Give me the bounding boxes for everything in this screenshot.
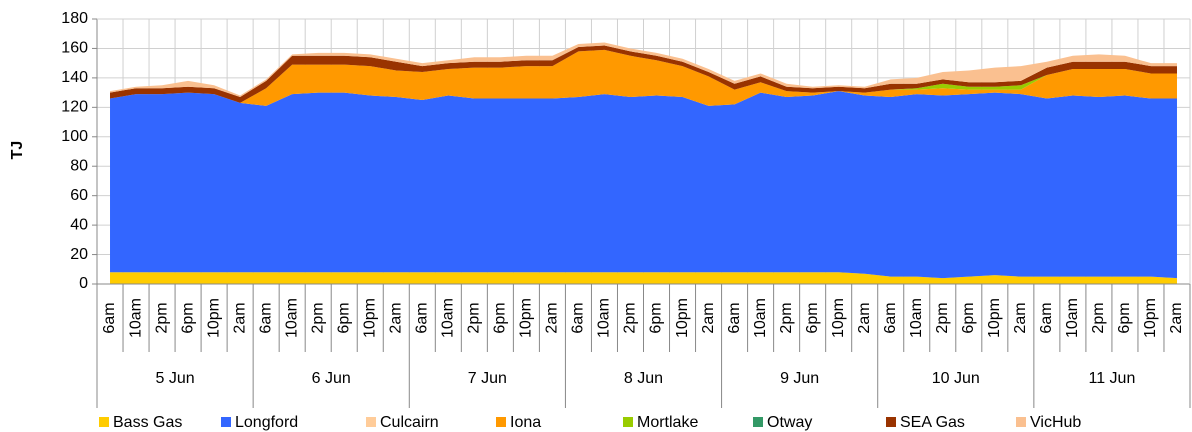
- y-tick-label: 160: [61, 40, 88, 57]
- x-tick-label: 6am: [570, 302, 587, 333]
- legend-label: Mortlake: [637, 414, 698, 431]
- legend-label: Iona: [510, 414, 541, 431]
- x-tick-label: 6pm: [492, 302, 509, 333]
- group-label: 10 Jun: [932, 370, 980, 387]
- area: [110, 45, 1177, 103]
- group-label: 6 Jun: [312, 370, 351, 387]
- x-tick-label: 10am: [283, 298, 300, 338]
- legend-label: Bass Gas: [113, 414, 182, 431]
- legend-label: VicHub: [1030, 414, 1081, 431]
- x-tick-label: 6pm: [648, 302, 665, 333]
- x-tick-label: 10am: [596, 298, 613, 338]
- y-tick-label: 40: [70, 216, 88, 233]
- x-tick-label: 6pm: [179, 302, 196, 333]
- x-tick-label: 10am: [440, 298, 457, 338]
- legend-swatch: [496, 417, 506, 427]
- x-tick-label: 6am: [257, 302, 274, 333]
- x-tick-label: 6pm: [335, 302, 352, 333]
- x-tick-label: 10am: [752, 298, 769, 338]
- group-label: 11 Jun: [1088, 370, 1135, 387]
- area: [110, 49, 1177, 103]
- x-tick-label: 2pm: [934, 302, 951, 333]
- legend-swatch: [99, 417, 109, 427]
- y-axis-label: TJ: [9, 141, 26, 160]
- y-tick-label: 60: [70, 187, 88, 204]
- x-tick-label: 10pm: [361, 298, 378, 338]
- y-tick-label: 80: [70, 157, 88, 174]
- area: [110, 91, 1177, 279]
- area: [110, 272, 1177, 284]
- legend-label: SEA Gas: [900, 414, 965, 431]
- x-tick-label: 10am: [127, 298, 144, 338]
- x-tick-label: 6am: [882, 302, 899, 333]
- area: [110, 49, 1177, 106]
- x-tick-label: 2am: [1168, 302, 1185, 333]
- group-label: 9 Jun: [780, 370, 819, 387]
- x-tick-label: 2am: [544, 302, 561, 333]
- legend-swatch: [366, 417, 376, 427]
- x-tick-label: 6pm: [804, 302, 821, 333]
- x-tick-label: 6am: [1038, 302, 1055, 333]
- x-tick-label: 2pm: [778, 302, 795, 333]
- x-tick-label: 2am: [1012, 302, 1029, 333]
- group-label: 8 Jun: [624, 370, 663, 387]
- x-tick-label: 2pm: [153, 302, 170, 333]
- legend-swatch: [623, 417, 633, 427]
- group-label: 7 Jun: [468, 370, 507, 387]
- y-tick-label: 120: [61, 99, 88, 116]
- x-tick-label: 10pm: [205, 298, 222, 338]
- legend-label: Culcairn: [380, 414, 439, 431]
- legend-label: Otway: [767, 414, 812, 431]
- x-tick-label: 2pm: [466, 302, 483, 333]
- area: [110, 42, 1177, 98]
- x-tick-label: 10am: [908, 298, 925, 338]
- x-tick-label: 2am: [231, 302, 248, 333]
- group-label: 5 Jun: [156, 370, 195, 387]
- legend-swatch: [1016, 417, 1026, 427]
- x-tick-label: 6pm: [1116, 302, 1133, 333]
- x-tick-label: 10pm: [1142, 298, 1159, 338]
- y-tick-label: 0: [79, 275, 88, 292]
- x-tick-label: 6am: [414, 302, 431, 333]
- x-tick-label: 2am: [856, 302, 873, 333]
- x-tick-label: 10pm: [674, 298, 691, 338]
- legend-label: Longford: [235, 414, 298, 431]
- legend-swatch: [221, 417, 231, 427]
- x-tick-label: 10pm: [830, 298, 847, 338]
- legend-swatch: [886, 417, 896, 427]
- x-tick-label: 6pm: [960, 302, 977, 333]
- x-tick-label: 10pm: [518, 298, 535, 338]
- x-tick-label: 2am: [387, 302, 404, 333]
- y-tick-label: 100: [61, 128, 88, 145]
- x-tick-label: 2am: [700, 302, 717, 333]
- x-tick-label: 6am: [726, 302, 743, 333]
- x-tick-label: 2pm: [622, 302, 639, 333]
- x-tick-label: 10am: [1064, 298, 1081, 338]
- x-tick-label: 10pm: [986, 298, 1003, 338]
- y-tick-label: 140: [61, 69, 88, 86]
- x-tick-label: 2pm: [1090, 302, 1107, 333]
- y-tick-label: 20: [70, 246, 88, 263]
- x-tick-label: 2pm: [309, 302, 326, 333]
- legend-swatch: [753, 417, 763, 427]
- y-tick-label: 180: [61, 10, 88, 27]
- x-tick-label: 6am: [101, 302, 118, 333]
